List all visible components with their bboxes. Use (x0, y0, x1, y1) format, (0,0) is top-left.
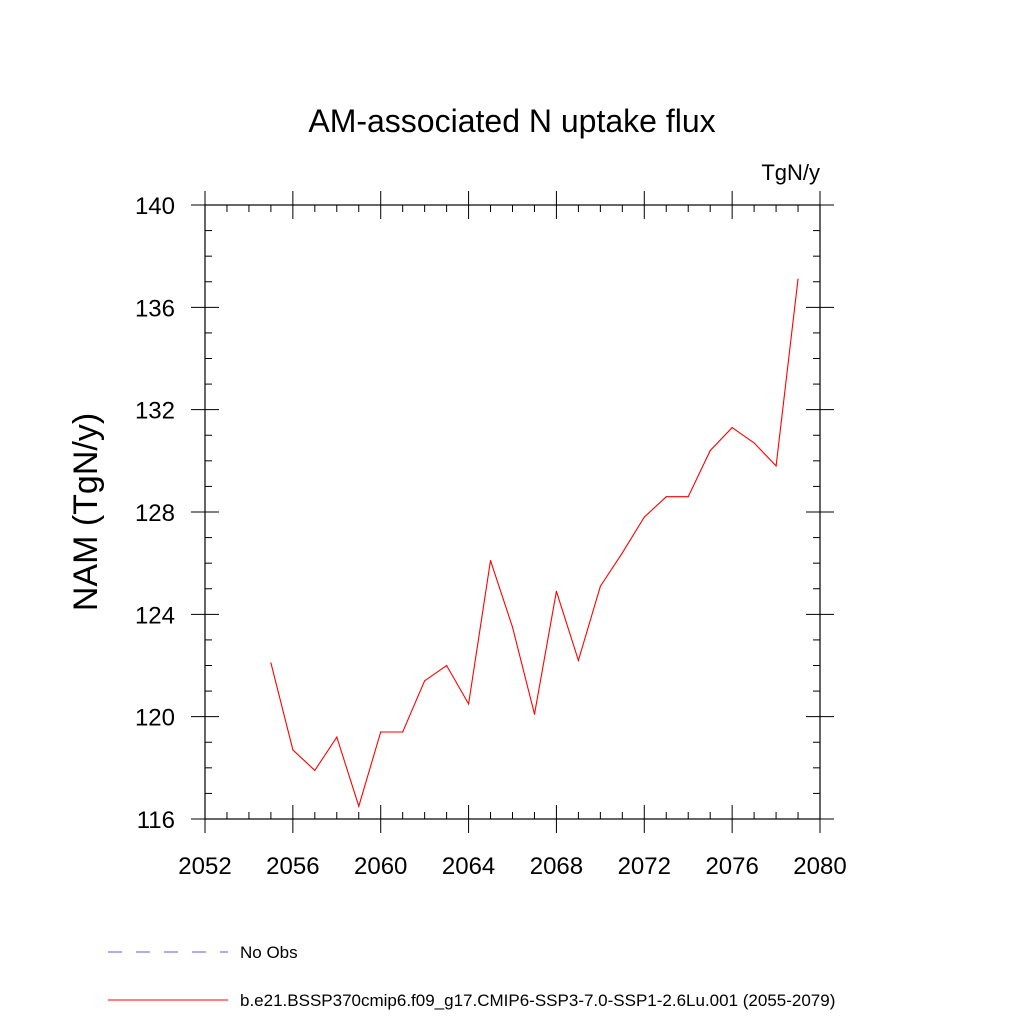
axis-ticks (191, 191, 834, 833)
series-group (270, 278, 799, 809)
data-point (270, 662, 272, 664)
data-point (446, 664, 448, 667)
x-tick-label: 2064 (442, 853, 495, 880)
y-tick-labels: 116 120 124 128 132 136 140 (135, 193, 175, 834)
chart-title: AM-associated N uptake flux (308, 103, 715, 139)
y-tick-label: 132 (135, 398, 175, 425)
plot-frame (204, 204, 821, 820)
data-point (753, 442, 755, 444)
data-point (687, 496, 689, 498)
legend-label-0: No Obs (240, 943, 298, 962)
units-label: TgN/y (761, 160, 820, 185)
data-point (665, 496, 667, 498)
x-tick-label: 2052 (178, 853, 231, 880)
x-tick-label: 2056 (266, 853, 319, 880)
legend-label-1: b.e21.BSSP370cmip6.f09_g17.CMIP6-SSP3-7.… (240, 991, 835, 1010)
legend: No Obs b.e21.BSSP370cmip6.f09_g17.CMIP6-S… (108, 943, 835, 1010)
data-point (599, 585, 601, 587)
y-axis-label: NAM (TgN/y) (67, 413, 105, 611)
x-tick-label: 2080 (793, 853, 846, 880)
data-point (577, 659, 579, 661)
data-point (533, 713, 536, 715)
data-point (424, 680, 426, 682)
data-point (336, 736, 338, 738)
data-point (402, 731, 404, 733)
x-tick-label: 2060 (354, 853, 407, 880)
data-point (775, 465, 777, 467)
x-tick-label: 2072 (618, 853, 671, 880)
data-point (555, 590, 558, 592)
y-tick-label: 116 (137, 807, 175, 834)
data-point (358, 805, 360, 807)
data-point (467, 703, 470, 705)
data-point (731, 426, 733, 429)
data-point (380, 731, 382, 733)
data-point (511, 626, 514, 628)
data-point (621, 552, 623, 554)
data-point (314, 769, 316, 771)
series-line (270, 279, 799, 809)
x-tick-label: 2068 (530, 853, 583, 880)
data-point (643, 516, 645, 518)
y-tick-label: 140 (135, 193, 175, 220)
x-tick-label: 2076 (705, 853, 758, 880)
x-tick-labels: 2052 2056 2060 2064 2068 2072 2076 2080 (178, 853, 846, 880)
data-point (292, 749, 294, 751)
y-tick-label: 120 (135, 705, 175, 732)
y-tick-label: 136 (135, 295, 175, 322)
data-point (797, 278, 799, 280)
y-tick-label: 124 (135, 602, 175, 629)
data-point (709, 450, 711, 452)
data-point (489, 560, 492, 562)
y-tick-label: 128 (135, 500, 175, 527)
